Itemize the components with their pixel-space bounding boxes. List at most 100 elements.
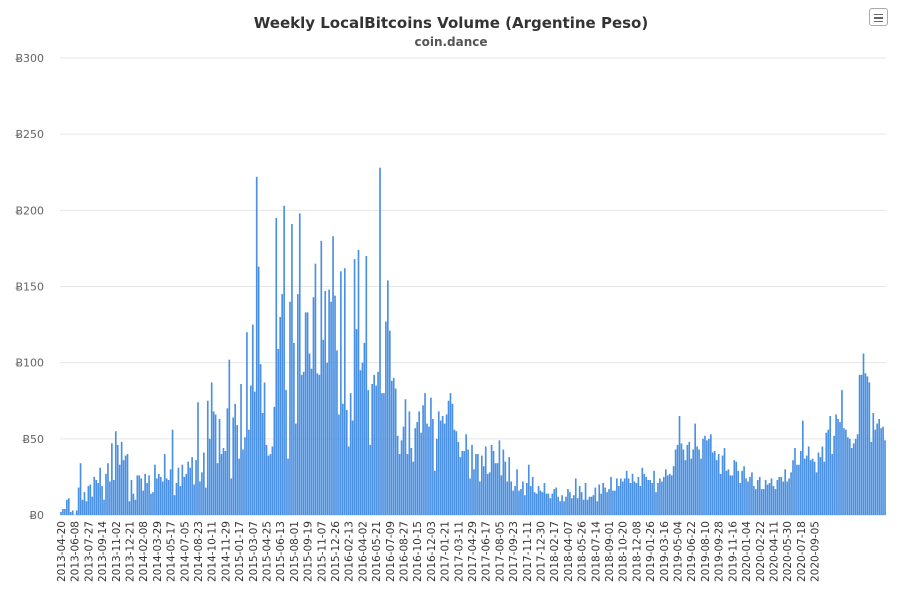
bar[interactable] xyxy=(336,350,338,515)
bar[interactable] xyxy=(365,256,368,515)
bar[interactable] xyxy=(257,266,260,515)
bar[interactable] xyxy=(392,377,395,515)
bar[interactable] xyxy=(807,446,810,515)
bar[interactable] xyxy=(445,414,448,515)
bar[interactable] xyxy=(314,263,317,515)
bar[interactable] xyxy=(809,460,812,515)
bar[interactable] xyxy=(745,478,747,515)
bar[interactable] xyxy=(719,473,722,515)
bar[interactable] xyxy=(218,419,221,515)
bar[interactable] xyxy=(539,490,542,515)
bar[interactable] xyxy=(113,479,115,515)
bar[interactable] xyxy=(347,446,350,515)
bar[interactable] xyxy=(144,473,146,515)
bar[interactable] xyxy=(637,476,640,515)
bar[interactable] xyxy=(790,472,792,515)
bar[interactable] xyxy=(477,454,479,515)
bar[interactable] xyxy=(592,495,595,515)
bar[interactable] xyxy=(295,423,297,515)
bar[interactable] xyxy=(475,454,477,515)
bar[interactable] xyxy=(780,476,783,515)
bar[interactable] xyxy=(287,458,289,515)
bar[interactable] xyxy=(154,464,156,515)
bar[interactable] xyxy=(623,478,626,515)
bar[interactable] xyxy=(338,414,340,515)
bar[interactable] xyxy=(488,472,491,515)
bar[interactable] xyxy=(124,455,127,515)
bar[interactable] xyxy=(704,435,706,515)
bar[interactable] xyxy=(390,380,393,515)
bar[interactable] xyxy=(222,447,225,515)
bar[interactable] xyxy=(214,414,217,515)
bar[interactable] xyxy=(232,417,235,515)
bar[interactable] xyxy=(774,489,777,515)
bar[interactable] xyxy=(432,419,434,515)
bar[interactable] xyxy=(729,475,732,515)
bar[interactable] xyxy=(639,486,642,515)
bar[interactable] xyxy=(721,455,724,515)
bar[interactable] xyxy=(193,484,195,515)
bar[interactable] xyxy=(259,364,262,515)
bar[interactable] xyxy=(224,451,227,515)
bar[interactable] xyxy=(159,476,162,515)
bar[interactable] xyxy=(751,472,753,515)
bar[interactable] xyxy=(856,434,859,515)
bar[interactable] xyxy=(758,476,761,515)
bar[interactable] xyxy=(402,426,405,515)
bar[interactable] xyxy=(463,451,466,515)
chart-menu-button[interactable] xyxy=(869,8,888,26)
bar[interactable] xyxy=(187,461,190,515)
bar[interactable] xyxy=(484,446,487,515)
bar[interactable] xyxy=(306,312,309,515)
bar[interactable] xyxy=(651,483,653,515)
bar[interactable] xyxy=(502,449,505,516)
bar[interactable] xyxy=(175,483,178,515)
bar[interactable] xyxy=(79,463,82,515)
bar[interactable] xyxy=(868,382,871,515)
bar[interactable] xyxy=(169,469,172,515)
bar[interactable] xyxy=(134,499,137,515)
bar[interactable] xyxy=(866,376,869,515)
bar[interactable] xyxy=(547,493,550,515)
bar[interactable] xyxy=(715,460,718,515)
bar[interactable] xyxy=(549,498,552,515)
bar[interactable] xyxy=(138,475,141,515)
bar[interactable] xyxy=(588,496,591,515)
bar[interactable] xyxy=(67,498,70,515)
bar[interactable] xyxy=(165,478,168,515)
bar[interactable] xyxy=(490,444,493,515)
bar[interactable] xyxy=(167,479,170,515)
bar[interactable] xyxy=(251,324,254,515)
bar[interactable] xyxy=(755,489,757,515)
bar[interactable] xyxy=(158,473,160,515)
bar[interactable] xyxy=(77,487,80,515)
bar[interactable] xyxy=(559,501,561,515)
bar[interactable] xyxy=(563,501,565,515)
bar[interactable] xyxy=(805,455,808,515)
bar[interactable] xyxy=(698,449,700,516)
bar[interactable] xyxy=(412,461,415,515)
bar[interactable] xyxy=(713,451,716,515)
bar[interactable] xyxy=(819,457,822,515)
bar[interactable] xyxy=(614,490,616,515)
bar[interactable] xyxy=(111,443,113,515)
bar[interactable] xyxy=(557,496,559,515)
bar[interactable] xyxy=(91,496,94,515)
bar[interactable] xyxy=(794,447,796,515)
bar[interactable] xyxy=(864,373,867,515)
bar[interactable] xyxy=(702,438,704,515)
bar[interactable] xyxy=(480,455,483,515)
bar[interactable] xyxy=(870,441,873,515)
bar[interactable] xyxy=(747,481,749,515)
bar[interactable] xyxy=(185,473,188,515)
bar[interactable] xyxy=(841,390,843,515)
bar[interactable] xyxy=(255,176,258,515)
bar[interactable] xyxy=(735,461,738,515)
bar[interactable] xyxy=(369,444,372,515)
bar[interactable] xyxy=(825,432,828,515)
bar[interactable] xyxy=(310,368,313,515)
bar[interactable] xyxy=(328,289,330,515)
bar[interactable] xyxy=(465,434,467,515)
bar[interactable] xyxy=(661,481,663,515)
bar[interactable] xyxy=(277,348,280,515)
